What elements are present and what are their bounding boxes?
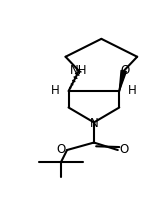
- Text: H: H: [51, 84, 59, 97]
- Text: O: O: [121, 64, 130, 77]
- Polygon shape: [119, 70, 126, 91]
- Text: O: O: [56, 143, 66, 156]
- Text: N: N: [90, 117, 98, 130]
- Text: O: O: [119, 143, 128, 156]
- Text: NH: NH: [69, 64, 87, 77]
- Text: H: H: [128, 84, 137, 97]
